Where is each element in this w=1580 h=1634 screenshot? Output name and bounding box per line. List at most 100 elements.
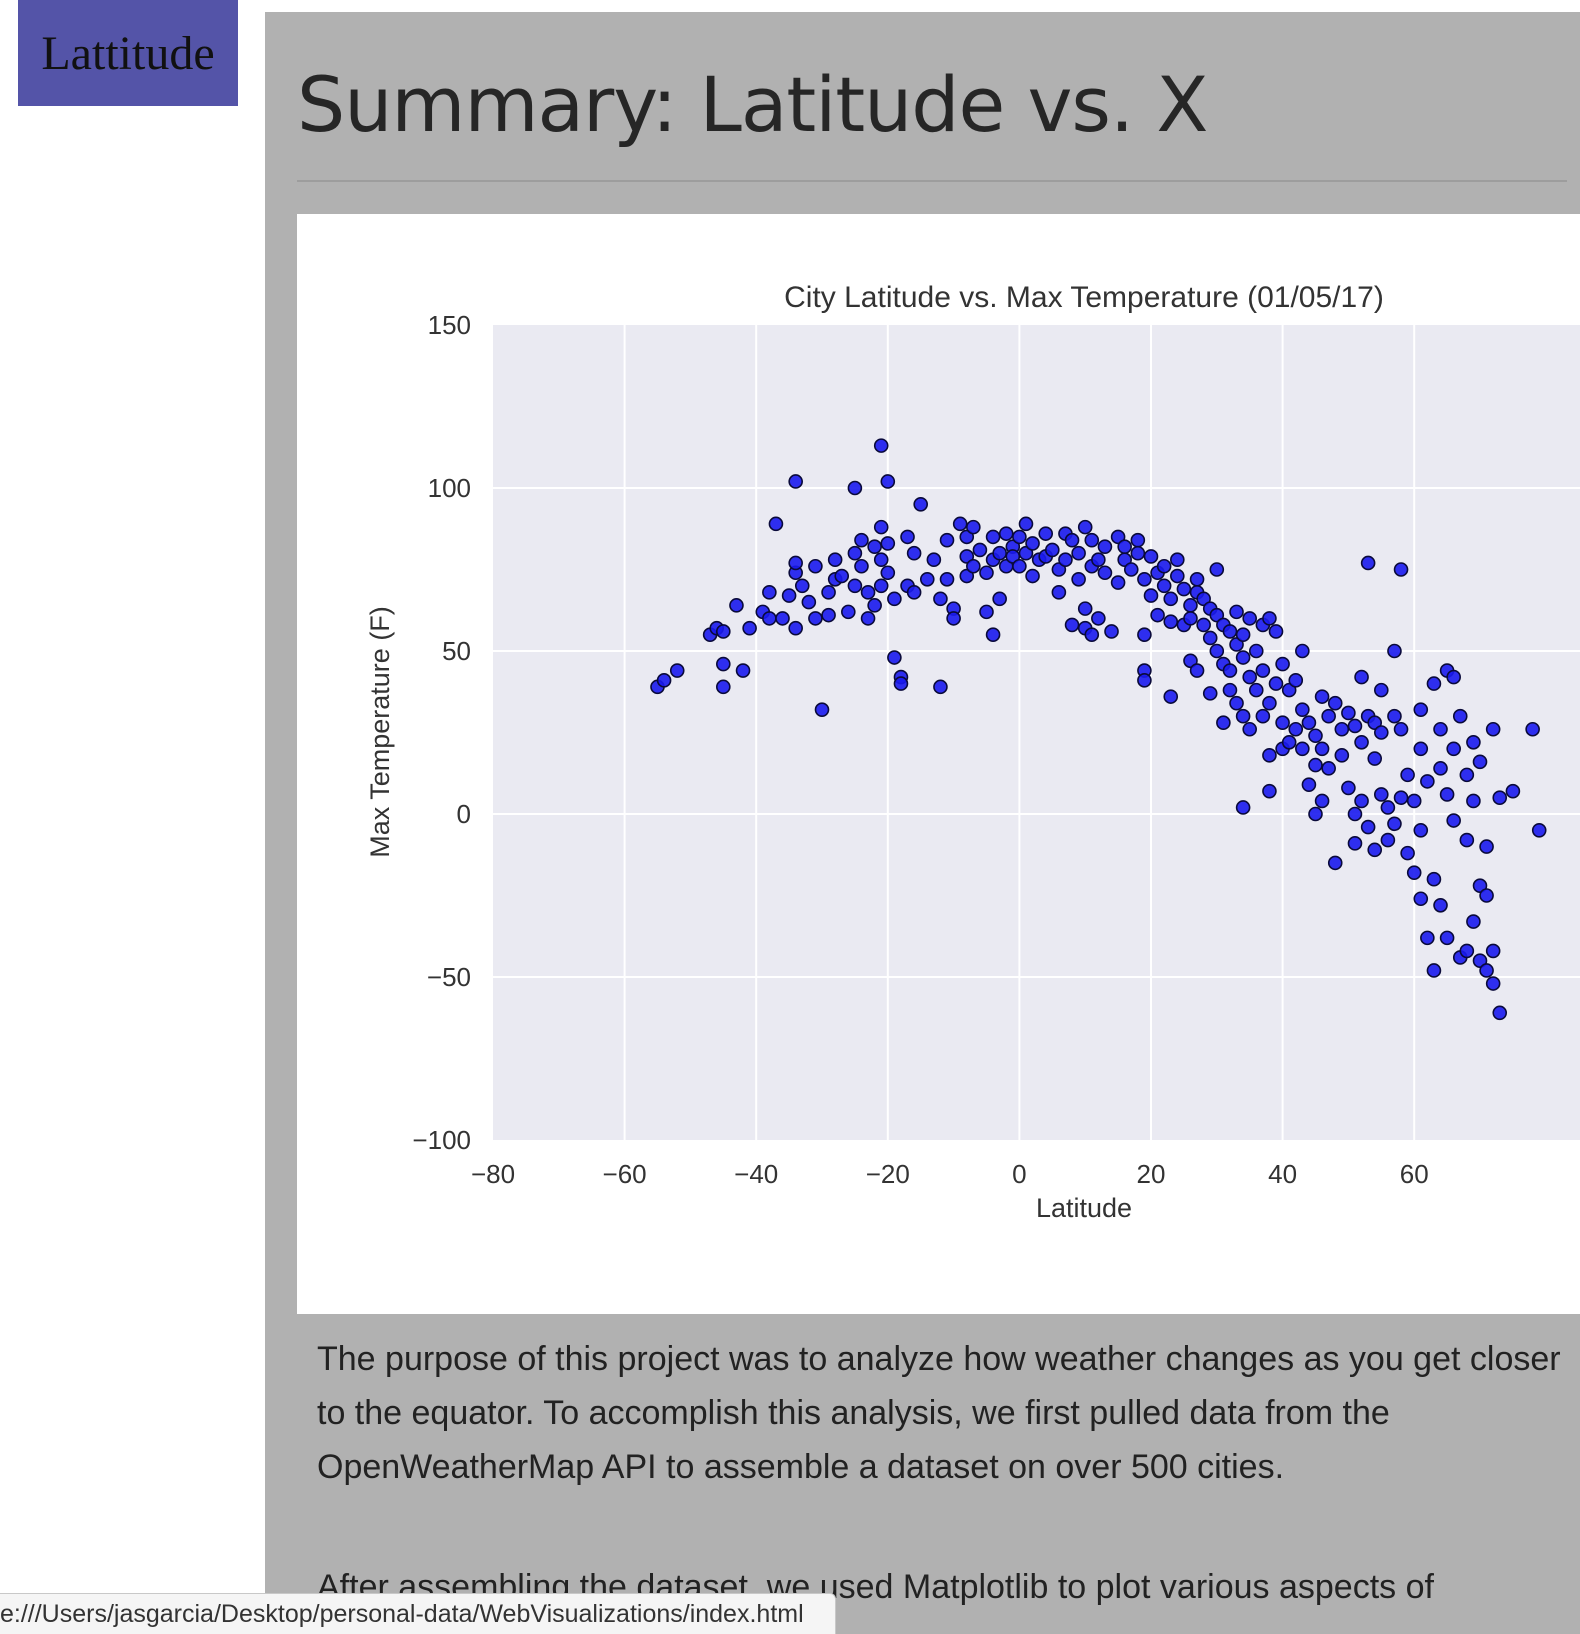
data-point bbox=[847, 545, 863, 561]
data-point bbox=[1479, 888, 1494, 903]
data-point bbox=[1196, 591, 1211, 607]
data-point bbox=[1222, 624, 1238, 639]
data-point bbox=[788, 620, 803, 636]
data-point bbox=[1170, 568, 1185, 584]
data-point bbox=[1452, 708, 1468, 724]
data-point bbox=[1334, 721, 1350, 737]
data-point bbox=[966, 558, 981, 574]
data-point bbox=[1064, 532, 1080, 548]
data-point bbox=[1143, 588, 1159, 603]
data-point bbox=[1281, 734, 1297, 750]
data-point bbox=[821, 585, 836, 600]
data-point bbox=[854, 532, 869, 548]
data-point bbox=[1327, 695, 1343, 711]
brand-logo[interactable]: Lattitude bbox=[18, 0, 238, 106]
data-point bbox=[1005, 549, 1021, 564]
data-point bbox=[1295, 741, 1310, 757]
data-point bbox=[1360, 819, 1376, 835]
data-point bbox=[1466, 914, 1481, 929]
data-point bbox=[893, 676, 909, 691]
data-point bbox=[1466, 734, 1481, 750]
data-point bbox=[1413, 891, 1429, 907]
data-point bbox=[1439, 787, 1455, 802]
data-point bbox=[1367, 842, 1383, 858]
data-point bbox=[1137, 673, 1152, 688]
data-point bbox=[926, 552, 942, 568]
data-point bbox=[729, 598, 744, 613]
data-point bbox=[834, 568, 850, 584]
main-content: Summary: Latitude vs. X City Latitude vs… bbox=[265, 12, 1580, 1634]
data-point bbox=[1314, 741, 1330, 757]
data-point bbox=[880, 474, 896, 489]
data-point bbox=[1137, 627, 1152, 643]
data-point bbox=[1071, 545, 1086, 561]
data-point bbox=[847, 480, 863, 496]
data-point bbox=[1367, 715, 1383, 731]
data-point bbox=[1400, 845, 1415, 861]
data-point bbox=[1525, 721, 1540, 737]
data-point bbox=[992, 545, 1007, 561]
data-point bbox=[1531, 822, 1547, 838]
data-point bbox=[827, 552, 843, 568]
data-point bbox=[1248, 643, 1264, 659]
data-point bbox=[1268, 676, 1284, 691]
data-point bbox=[1413, 741, 1429, 757]
data-point bbox=[1288, 673, 1304, 688]
data-point bbox=[1354, 793, 1369, 809]
data-point bbox=[1262, 695, 1277, 711]
data-point bbox=[808, 611, 823, 626]
data-point bbox=[1308, 806, 1323, 822]
data-point bbox=[1051, 585, 1067, 600]
data-point bbox=[1275, 656, 1290, 672]
data-point bbox=[1189, 571, 1205, 587]
y-tick-label: 100 bbox=[428, 473, 471, 503]
x-tick-label: 20 bbox=[1137, 1159, 1166, 1189]
data-point bbox=[867, 539, 882, 554]
x-axis-label: Latitude bbox=[1036, 1193, 1132, 1223]
data-point bbox=[1472, 754, 1488, 770]
data-point bbox=[1084, 627, 1100, 643]
data-point bbox=[762, 611, 777, 626]
data-point bbox=[1242, 721, 1258, 737]
data-point bbox=[1097, 539, 1113, 554]
data-point bbox=[1012, 529, 1027, 545]
data-point bbox=[1492, 790, 1508, 806]
data-point bbox=[814, 702, 830, 717]
data-point bbox=[1123, 562, 1139, 577]
data-point bbox=[1235, 708, 1251, 724]
data-point bbox=[1426, 963, 1442, 978]
data-point bbox=[1156, 578, 1172, 594]
data-point bbox=[1400, 767, 1415, 783]
data-point bbox=[1025, 568, 1040, 584]
data-point bbox=[906, 585, 922, 600]
data-point bbox=[715, 679, 731, 695]
data-point bbox=[1209, 562, 1225, 577]
y-tick-labels: −100 −50 0 50 100 150 bbox=[412, 310, 471, 1155]
data-point bbox=[873, 438, 889, 453]
data-point bbox=[781, 588, 797, 603]
data-point bbox=[1235, 650, 1251, 665]
y-tick-label: 150 bbox=[428, 310, 471, 340]
data-point bbox=[873, 519, 889, 535]
data-point bbox=[933, 679, 948, 695]
data-point bbox=[1426, 871, 1442, 887]
data-point bbox=[1163, 591, 1179, 607]
x-tick-label: −60 bbox=[603, 1159, 647, 1189]
data-point bbox=[1327, 855, 1343, 871]
data-point bbox=[1255, 708, 1271, 724]
data-point bbox=[847, 578, 863, 594]
y-tick-label: −50 bbox=[427, 962, 471, 992]
data-point bbox=[1485, 943, 1501, 959]
summary-paragraph: The purpose of this project was to analy… bbox=[317, 1340, 1561, 1486]
data-point bbox=[821, 607, 836, 623]
data-points bbox=[650, 438, 1547, 1021]
data-point bbox=[1117, 539, 1132, 554]
data-point bbox=[1387, 643, 1402, 659]
data-point bbox=[1051, 562, 1067, 577]
data-point bbox=[1130, 532, 1146, 548]
data-point bbox=[1064, 617, 1080, 633]
data-point bbox=[873, 552, 889, 568]
data-point bbox=[1222, 682, 1238, 698]
data-point bbox=[1308, 728, 1323, 744]
data-point bbox=[715, 656, 731, 672]
